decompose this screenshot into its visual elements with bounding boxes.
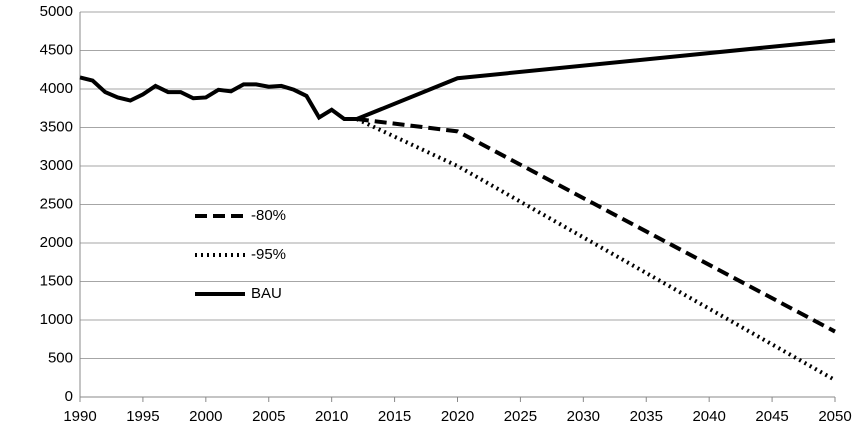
- y-tick-label: 2000: [40, 234, 73, 251]
- x-tick-label: 2045: [755, 408, 788, 425]
- x-tick-label: 2040: [692, 408, 725, 425]
- x-tick-label: 2050: [818, 408, 851, 425]
- legend-label: -95%: [251, 246, 286, 263]
- x-tick-label: 1995: [126, 408, 159, 425]
- y-tick-label: 5000: [40, 3, 73, 20]
- line-series: [355, 117, 836, 382]
- line-series: [79, 38, 836, 122]
- y-tick-label: 500: [48, 349, 73, 366]
- legend-label: BAU: [251, 285, 282, 302]
- y-tick-label: 4500: [40, 41, 73, 58]
- y-tick-label: 4000: [40, 80, 73, 97]
- x-tick-label: 2025: [504, 408, 537, 425]
- x-tick-label: 2015: [378, 408, 411, 425]
- y-tick-label: 2500: [40, 195, 73, 212]
- x-tick-label: 2005: [252, 408, 285, 425]
- y-tick-label: 1500: [40, 272, 73, 289]
- x-tick-label: 2010: [315, 408, 348, 425]
- y-tick-label: 1000: [40, 311, 73, 328]
- y-tick-label: 3000: [40, 157, 73, 174]
- x-tick-label: 2000: [189, 408, 222, 425]
- x-tick-label: 2035: [630, 408, 663, 425]
- y-tick-label: 0: [65, 388, 73, 405]
- x-tick-label: 2020: [441, 408, 474, 425]
- line-series: [356, 117, 836, 334]
- x-tick-label: 2030: [567, 408, 600, 425]
- legend-label: -80%: [251, 207, 286, 224]
- y-tick-label: 3500: [40, 118, 73, 135]
- x-tick-label: 1990: [63, 408, 96, 425]
